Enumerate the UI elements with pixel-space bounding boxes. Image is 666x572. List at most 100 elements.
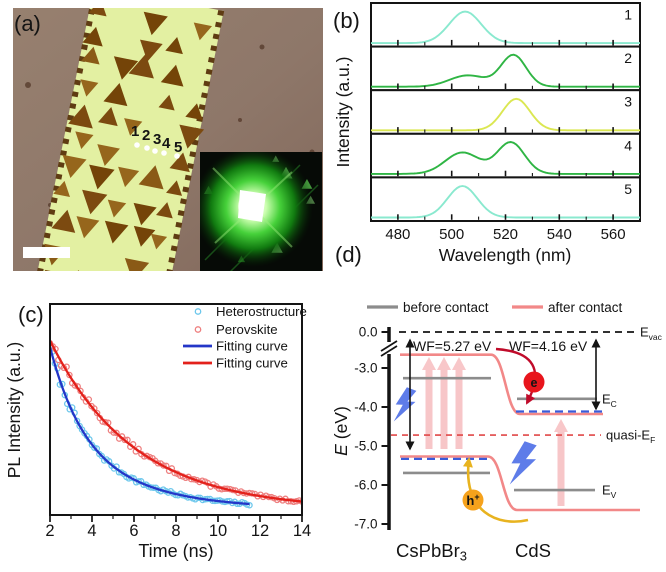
- perovskite-microplate: [133, 225, 156, 247]
- band-diagram-panel: before contact after contact 0.0 -3.0 -4.0 -5…: [354, 300, 662, 564]
- wf-cspbbr3-label: WF=5.27 eV: [413, 338, 492, 354]
- panel-a-label: (a): [14, 11, 41, 36]
- spectrum-number-1: 1: [624, 7, 632, 23]
- spot-number-3: 3: [153, 131, 161, 148]
- decay-x-tick-label: 4: [87, 522, 96, 540]
- legend-label: Fitting curve: [216, 356, 288, 371]
- excitation-spot-dot: [152, 148, 158, 154]
- legend-label: Fitting curve: [216, 339, 288, 354]
- conduction-band-after: [400, 353, 603, 416]
- excitation-arrowhead: [422, 357, 436, 370]
- perovskite-microplate: [124, 258, 150, 271]
- legend-before-contact-label: before contact: [403, 300, 489, 315]
- perovskite-microplate: [76, 216, 100, 239]
- pl-decay-panel: 2 4 6 8 10 12 14 Heterostructure Perovskite Fitti…: [45, 303, 311, 540]
- dust-speck: [259, 44, 265, 50]
- pl-emission-inset: [200, 152, 322, 271]
- perovskite-microplate: [118, 166, 140, 188]
- perovskite-microplate: [113, 56, 139, 80]
- spot-number-5: 5: [174, 139, 182, 156]
- data-point-heterostructure: [246, 501, 253, 509]
- material-label-cds: CdS: [515, 540, 551, 561]
- spectra-x-tick-label: 520: [493, 226, 518, 243]
- axis-break-mark: [380, 345, 398, 357]
- perovskite-microplate: [103, 82, 128, 107]
- perovskite-microplate: [85, 271, 111, 295]
- data-point-perovskite: [93, 409, 101, 417]
- energy-axis-unit: (eV): [331, 406, 351, 444]
- spectra-x-axis-label: Wavelength (nm): [439, 245, 572, 265]
- cds-ec-label: EC: [602, 391, 617, 409]
- spectra-x-tick-label: 560: [601, 226, 626, 243]
- perovskite-microplate: [158, 94, 175, 111]
- scale-bar: [23, 247, 70, 258]
- perovskite-microplate: [88, 8, 107, 17]
- spectra-x-tick-label: 480: [385, 226, 410, 243]
- panel-b-label: (b): [333, 8, 360, 33]
- data-point-perovskite: [121, 436, 129, 444]
- spectrum-frame-4: [370, 132, 641, 179]
- spectra-x-tick-label: 540: [547, 226, 572, 243]
- decay-x-tick-label: 10: [209, 522, 227, 540]
- spectrum-number-4: 4: [624, 137, 632, 153]
- perovskite-microplate: [98, 107, 118, 127]
- decay-x-tick-label: 12: [251, 522, 269, 540]
- spot-number-1: 1: [131, 123, 139, 140]
- perovskite-microplate: [156, 202, 173, 219]
- material-label-cspbbr3: CsPbBr3: [396, 540, 467, 564]
- data-point-perovskite: [113, 429, 120, 437]
- spectrum-frame-3: [370, 89, 641, 135]
- data-point-perovskite: [102, 419, 109, 426]
- decay-frame: [49, 303, 303, 516]
- legend-after-contact-label: after contact: [548, 300, 623, 315]
- legend-label: Heterostructure: [216, 304, 307, 319]
- perovskite-microplate: [97, 144, 120, 167]
- perovskite-microplate: [150, 233, 168, 250]
- electron-icon: [523, 371, 545, 393]
- belt-edge-left: [35, 8, 100, 271]
- pl-spectra-panel: 1 2 3 4 5 480 500 520 540 560: [370, 2, 641, 243]
- excitation-spot-dot: [144, 145, 150, 151]
- vacuum-level-label: Evac: [640, 325, 663, 343]
- spectrum-number-3: 3: [624, 94, 632, 110]
- excitation-arrowhead: [452, 357, 466, 370]
- spectrum-frame-5: [370, 176, 641, 222]
- spot-number-2: 2: [142, 127, 150, 144]
- dust-speck: [238, 118, 242, 122]
- excitation-spot-dot: [161, 150, 167, 156]
- perovskite-microplate: [136, 274, 164, 300]
- perovskite-microplate: [80, 79, 99, 97]
- axis-break-mark: [380, 340, 398, 352]
- laser-bolt-icon: [393, 387, 417, 422]
- perovskite-microplate: [107, 199, 127, 218]
- perovskite-microplate: [66, 270, 85, 271]
- laser-bolt-icon: [509, 441, 537, 485]
- perovskite-microplate: [128, 53, 154, 79]
- perovskite-microplate: [124, 118, 143, 136]
- energy-tick-label: -6.0: [354, 478, 377, 493]
- legend-marker-circle: [194, 326, 202, 333]
- spectrum-number-2: 2: [624, 50, 632, 66]
- glow-core: [238, 190, 266, 222]
- perovskite-microplate: [53, 180, 70, 198]
- excitation-spot-dot: [174, 153, 180, 159]
- quasi-fermi-label: quasi-EF: [606, 428, 655, 446]
- panel-c-label: (c): [18, 302, 44, 327]
- hole-icon: [462, 489, 484, 511]
- perovskite-microplate: [104, 220, 129, 244]
- perovskite-microplate: [185, 103, 203, 121]
- belt-edge-right: [160, 9, 225, 271]
- legend-marker-circle: [194, 308, 202, 315]
- panel-d-label: (d): [335, 242, 362, 267]
- cds-ev-label: EV: [602, 483, 617, 501]
- spot-number-4: 4: [162, 135, 171, 152]
- wf-cds-label: WF=4.16 eV: [509, 338, 588, 354]
- spectra-y-axis-label: Intensity (a.u.): [333, 57, 353, 168]
- energy-tick-label: -4.0: [354, 400, 377, 415]
- perovskite-microplate: [138, 165, 164, 190]
- energy-tick-label: -3.0: [354, 361, 377, 376]
- perovskite-microplate: [166, 180, 183, 196]
- micrograph-content: [25, 8, 315, 300]
- excitation-arrowhead: [437, 357, 451, 370]
